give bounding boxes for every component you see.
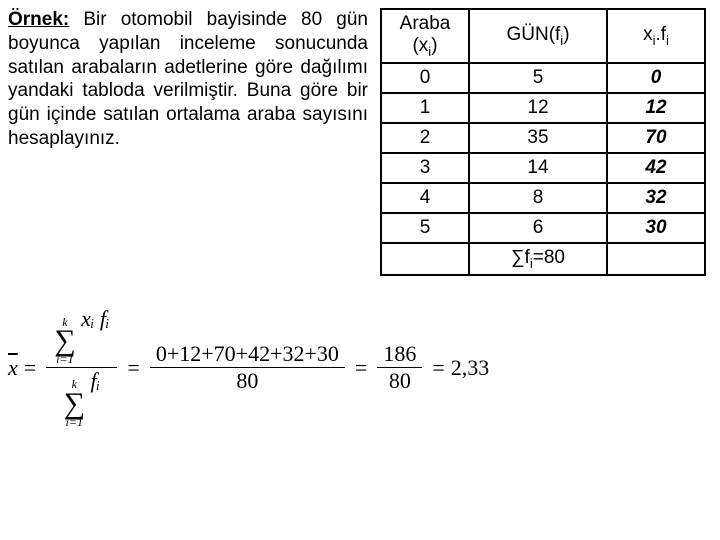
top-region: Örnek: Bir otomobil bayisinde 80 gün boy… bbox=[8, 8, 712, 276]
fraction-denominator: k ∑ i=1 fᵢ bbox=[56, 368, 108, 430]
table-header-row: Araba (xi) GÜN(fi) xi.fi bbox=[381, 9, 705, 63]
header-label: (x bbox=[412, 35, 428, 56]
header-sub: i bbox=[666, 33, 669, 48]
cell-x: 0 bbox=[381, 63, 469, 93]
table-row: 11212 bbox=[381, 93, 705, 123]
equals-sign: = bbox=[24, 355, 36, 381]
table-sum-row: ∑fi=80 bbox=[381, 243, 705, 275]
fraction-numerator: k ∑ i=1 xᵢ fᵢ bbox=[46, 306, 117, 369]
header-label: .f bbox=[655, 24, 666, 45]
cell-f: 35 bbox=[469, 123, 607, 153]
sum-label: =80 bbox=[533, 247, 565, 268]
header-label: x bbox=[643, 24, 653, 45]
sigma-lower: i=1 bbox=[66, 417, 83, 428]
table-row: 23570 bbox=[381, 123, 705, 153]
cell-x: 3 bbox=[381, 153, 469, 183]
cell-xf: 12 bbox=[607, 93, 705, 123]
expanded-fraction: 0+12+70+42+32+30 80 bbox=[150, 341, 345, 394]
cell-empty bbox=[607, 243, 705, 275]
sigma-lower: i=1 bbox=[56, 354, 73, 365]
cell-x: 1 bbox=[381, 93, 469, 123]
sigma-symbol: ∑ bbox=[64, 390, 85, 417]
fraction-denominator: 80 bbox=[383, 368, 417, 394]
table-row: 4832 bbox=[381, 183, 705, 213]
table-row: 050 bbox=[381, 63, 705, 93]
fraction-numerator: 186 bbox=[377, 341, 422, 368]
cell-f: 8 bbox=[469, 183, 607, 213]
cell-sum: ∑fi=80 bbox=[469, 243, 607, 275]
header-gun: GÜN(fi) bbox=[469, 9, 607, 63]
cell-f: 12 bbox=[469, 93, 607, 123]
header-label: GÜN(f bbox=[506, 24, 560, 45]
header-label: Araba bbox=[400, 13, 451, 34]
table-row: 31442 bbox=[381, 153, 705, 183]
sum-label: ∑f bbox=[511, 247, 530, 268]
sigma-icon: k ∑ i=1 bbox=[54, 317, 75, 366]
cell-x: 2 bbox=[381, 123, 469, 153]
cell-xf: 0 bbox=[607, 63, 705, 93]
cell-xf: 32 bbox=[607, 183, 705, 213]
frequency-table: Araba (xi) GÜN(fi) xi.fi 050 11212 23570… bbox=[380, 8, 706, 276]
fraction-numerator: 0+12+70+42+32+30 bbox=[150, 341, 345, 368]
table-row: 5630 bbox=[381, 213, 705, 243]
cell-xf: 30 bbox=[607, 213, 705, 243]
cell-f: 6 bbox=[469, 213, 607, 243]
sigma-term: fᵢ bbox=[90, 368, 100, 393]
cell-xf: 42 bbox=[607, 153, 705, 183]
cell-xf: 70 bbox=[607, 123, 705, 153]
equals-sign: = bbox=[355, 355, 367, 381]
sigma-symbol: ∑ bbox=[54, 327, 75, 354]
result-value: 2,33 bbox=[451, 355, 490, 381]
simplified-fraction: 186 80 bbox=[377, 341, 422, 394]
fraction-denominator: 80 bbox=[230, 368, 264, 394]
equals-sign: = bbox=[127, 355, 139, 381]
cell-f: 5 bbox=[469, 63, 607, 93]
cell-f: 14 bbox=[469, 153, 607, 183]
header-label: ) bbox=[431, 35, 437, 56]
cell-empty bbox=[381, 243, 469, 275]
header-label: ) bbox=[563, 24, 569, 45]
example-description: Örnek: Bir otomobil bayisinde 80 gün boy… bbox=[8, 8, 368, 151]
header-araba: Araba (xi) bbox=[381, 9, 469, 63]
sigma-term: xᵢ fᵢ bbox=[81, 306, 109, 331]
mean-formula: x = k ∑ i=1 xᵢ fᵢ k ∑ i=1 fᵢ = 0+12+70+4… bbox=[8, 306, 712, 430]
cell-x: 4 bbox=[381, 183, 469, 213]
xbar-symbol: x bbox=[8, 355, 18, 381]
cell-x: 5 bbox=[381, 213, 469, 243]
header-xifi: xi.fi bbox=[607, 9, 705, 63]
example-title: Örnek: bbox=[8, 9, 69, 30]
sigma-icon: k ∑ i=1 bbox=[64, 379, 85, 428]
sigma-fraction: k ∑ i=1 xᵢ fᵢ k ∑ i=1 fᵢ bbox=[46, 306, 117, 430]
equals-sign: = bbox=[432, 355, 444, 381]
